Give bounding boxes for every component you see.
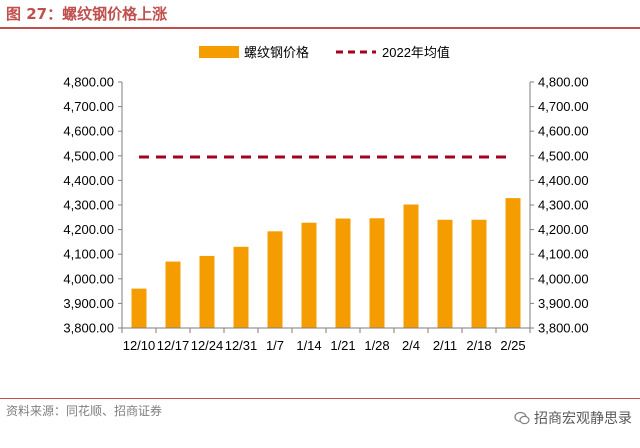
x-tick-label: 2/4 [402,338,420,353]
wechat-icon [514,411,530,425]
right-tick-label: 4,200.00 [538,222,589,237]
title-rule [0,27,640,29]
right-tick-label: 4,000.00 [538,271,589,286]
x-tick-label: 2/11 [433,338,457,353]
left-tick-label: 4,300.00 [63,198,114,213]
x-tick-label: 2/18 [466,338,491,353]
left-tick-label: 3,900.00 [63,296,114,311]
legend-line-label: 2022年均值 [382,45,450,60]
x-tick-label: 1/21 [330,338,355,353]
bar [403,204,419,328]
left-tick-label: 4,200.00 [63,222,114,237]
left-tick-label: 4,100.00 [63,247,114,262]
left-y-axis: 3,800.00 3,900.00 4,000.00 4,100.00 4,200.00… [63,75,123,336]
x-tick-label: 2/25 [500,338,525,353]
left-tick-label: 4,500.00 [63,148,114,163]
right-tick-label: 4,100.00 [538,247,589,262]
right-tick-label: 4,700.00 [538,99,589,114]
bar [233,246,249,328]
bar-series [131,198,521,328]
x-tick-label: 1/7 [266,338,284,353]
figure-header: 图 27：螺纹钢价格上涨 [0,0,640,30]
bar [165,261,181,328]
bar [199,255,215,328]
left-tick-label: 4,800.00 [63,75,114,90]
x-tick-label: 12/24 [191,338,224,353]
legend-bar-swatch [199,46,239,58]
left-tick-label: 4,000.00 [63,271,114,286]
x-tick-label: 12/10 [123,338,156,353]
right-tick-label: 4,600.00 [538,124,589,139]
bar [267,231,283,328]
watermark: 招商宏观静思录 [514,408,632,428]
left-tick-label: 4,400.00 [63,173,114,188]
figure-title: 图 27：螺纹钢价格上涨 [6,5,168,23]
x-tick-label: 12/31 [225,338,258,353]
bar [505,198,521,328]
right-tick-label: 4,800.00 [538,75,589,90]
bar-chart: 螺纹钢价格 2022年均值 3,800.00 3,900.00 4,000.00 4,1… [63,45,589,353]
legend: 螺纹钢价格 2022年均值 [199,45,450,60]
right-tick-label: 3,800.00 [538,321,589,336]
x-tick-label: 1/14 [296,338,321,353]
bar [437,219,453,328]
left-tick-label: 4,600.00 [63,124,114,139]
right-tick-label: 3,900.00 [538,296,589,311]
x-axis: 12/10 12/17 12/24 12/31 1/7 1/14 1/21 1/28 2/4 2/… [121,327,531,353]
right-tick-label: 4,400.00 [538,173,589,188]
right-tick-label: 4,500.00 [538,148,589,163]
bar [369,218,385,328]
right-y-axis: 3,800.00 3,900.00 4,000.00 4,100.00 4,200.00… [529,75,589,336]
legend-bar-label: 螺纹钢价格 [244,45,309,60]
bar [335,218,351,328]
bar [471,219,487,328]
x-tick-label: 1/28 [364,338,389,353]
watermark-text: 招商宏观静思录 [534,411,632,427]
bar [131,288,147,328]
source-note: 资料来源：同花顺、招商证券 [6,404,163,418]
bar [301,222,317,328]
x-tick-label: 12/17 [157,338,190,353]
left-tick-label: 4,700.00 [63,99,114,114]
source-rule [0,398,640,399]
right-tick-label: 4,300.00 [538,198,589,213]
left-tick-label: 3,800.00 [63,321,114,336]
